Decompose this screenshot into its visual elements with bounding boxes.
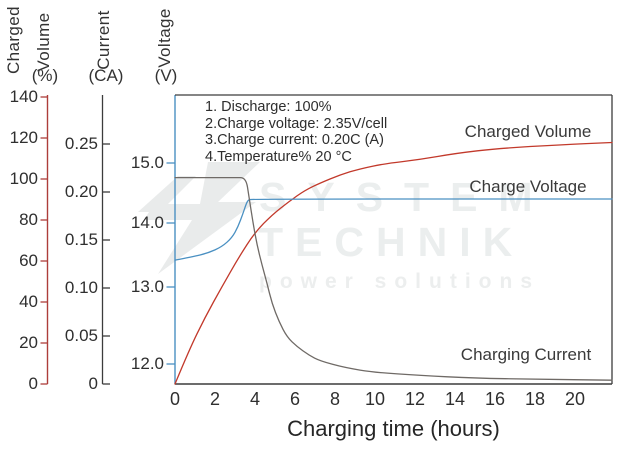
y-tick-label-voltage: 13.0 xyxy=(130,277,164,296)
y-axis-unit-voltage: (V) xyxy=(154,66,178,85)
y-tick-label-percent: 100 xyxy=(9,169,38,188)
y-axis-unit-current: (CA) xyxy=(88,66,124,85)
watermark-text-power-solutions: power solutions xyxy=(259,270,541,293)
y-tick-label-percent: 140 xyxy=(9,87,38,106)
y-tick-label-percent: 0 xyxy=(28,374,38,393)
y-tick-label-current: 0.20 xyxy=(64,182,98,201)
y-tick-label-current: 0.25 xyxy=(64,134,98,153)
y-tick-label-current: 0 xyxy=(88,374,98,393)
x-tick-label: 14 xyxy=(444,389,466,409)
y-tick-label-percent: 60 xyxy=(19,251,38,270)
annotation-list: 1. Discharge: 100% 2.Charge voltage: 2.3… xyxy=(205,99,387,165)
annotation-line: 3.Charge current: 0.20C (A) xyxy=(205,132,384,148)
series-label-charge-voltage: Charge Voltage xyxy=(469,177,587,196)
watermark-text-system: SYSTEM xyxy=(259,174,554,220)
x-tick-label: 4 xyxy=(249,389,260,409)
y-tick-label-percent: 40 xyxy=(19,292,38,311)
x-tick-label: 2 xyxy=(209,389,220,409)
x-tick-label: 16 xyxy=(484,389,506,409)
x-tick-label: 8 xyxy=(329,389,340,409)
x-tick-label: 0 xyxy=(169,389,180,409)
x-tick-label: 12 xyxy=(404,389,426,409)
y-tick-label-percent: 80 xyxy=(19,210,38,229)
y-tick-label-voltage: 14.0 xyxy=(130,213,164,232)
x-tick-label: 6 xyxy=(289,389,300,409)
y-tick-label-current: 0.15 xyxy=(64,230,98,249)
y-tick-label-percent: 20 xyxy=(19,333,38,352)
y-tick-label-current: 0.05 xyxy=(64,326,98,345)
x-axis-title: Charging time (hours) xyxy=(287,416,500,441)
x-tick-label: 18 xyxy=(524,389,546,409)
y-tick-label-voltage: 12.0 xyxy=(130,354,164,373)
annotation-line: 1. Discharge: 100% xyxy=(205,99,332,115)
watermark-logo-icon xyxy=(138,162,260,274)
annotation-line: 2.Charge voltage: 2.35V/cell xyxy=(205,115,388,132)
y-axis-unit-percent: (%) xyxy=(31,66,59,85)
series-curve-charged-volume xyxy=(174,141,613,385)
x-tick-label: 10 xyxy=(364,389,386,409)
series-curve-charging-current xyxy=(174,176,613,381)
series-label-charged-volume: Charged Volume xyxy=(464,122,592,141)
x-tick-label: 20 xyxy=(564,389,586,409)
y-tick-label-percent: 120 xyxy=(9,128,38,147)
series-label-charging-current: Charging Current xyxy=(460,345,592,364)
y-tick-label-voltage: 15.0 xyxy=(130,153,164,172)
watermark-text-technik: TECHNIK xyxy=(258,219,525,265)
annotation-line: 4.Temperature% 20 °C xyxy=(205,148,352,165)
y-tick-label-current: 0.10 xyxy=(64,278,98,297)
